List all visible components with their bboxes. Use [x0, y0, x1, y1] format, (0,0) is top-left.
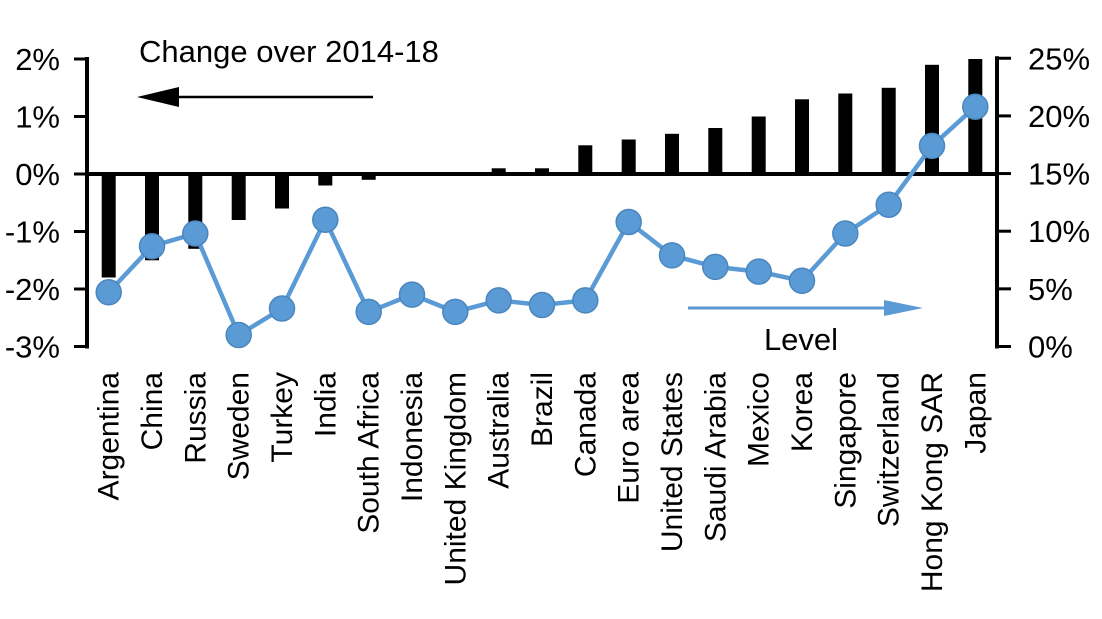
right-axis-tick-label: 5%	[1028, 272, 1073, 307]
level-marker-18	[875, 191, 902, 218]
category-label-14: Saudi Arabia	[699, 372, 732, 542]
level-arrow-head-icon	[884, 300, 923, 316]
category-label-7: Indonesia	[396, 372, 429, 502]
level-marker-17	[832, 220, 859, 247]
bar-18	[881, 87, 896, 175]
bar-3	[231, 174, 246, 220]
bar-13	[665, 133, 679, 175]
left-axis-tick-label: -3%	[5, 330, 60, 365]
level-marker-6	[355, 298, 382, 326]
level-marker-16	[788, 267, 816, 295]
bar-series-annotation: Change over 2014-18	[139, 34, 439, 69]
category-label-4: Turkey	[266, 372, 299, 463]
level-marker-12	[615, 208, 642, 236]
level-marker-5	[312, 206, 339, 233]
category-label-8: United Kingdom	[439, 372, 472, 585]
level-marker-0	[95, 279, 122, 306]
level-marker-1	[138, 232, 166, 260]
level-marker-13	[658, 242, 686, 269]
category-label-0: Argentina	[93, 372, 126, 501]
right-axis-tick-label: 15%	[1028, 157, 1090, 192]
bar-11	[578, 145, 593, 175]
right-axis-tick-label: 0%	[1028, 330, 1073, 365]
level-marker-14	[702, 253, 729, 281]
level-marker-9	[485, 287, 512, 314]
left-axis-tick-label: -1%	[5, 215, 60, 250]
bar-6	[361, 174, 376, 180]
category-label-11: Canada	[569, 372, 602, 477]
category-label-5: India	[309, 372, 342, 437]
bar-12	[621, 139, 636, 174]
bar-4	[275, 174, 289, 209]
category-label-1: China	[136, 372, 169, 451]
category-label-6: South Africa	[353, 372, 386, 534]
bar-5	[318, 174, 333, 186]
category-label-9: Australia	[483, 372, 516, 489]
category-label-15: Mexico	[743, 372, 776, 467]
level-marker-19	[918, 132, 946, 160]
bar-9	[491, 168, 506, 175]
bar-17	[838, 93, 853, 174]
left-axis-tick-label: -2%	[5, 272, 60, 307]
level-marker-20	[962, 93, 989, 120]
bar-14	[708, 128, 723, 174]
bar-0	[101, 174, 116, 278]
category-label-10: Brazil	[526, 372, 559, 447]
category-label-17: Singapore	[829, 372, 862, 509]
bar-10	[535, 168, 549, 175]
bar-arrow-head-icon	[137, 87, 179, 107]
level-marker-15	[745, 258, 772, 285]
category-label-20: Japan	[959, 372, 992, 454]
category-label-3: Sweden	[223, 372, 256, 480]
category-label-19: Hong Kong SAR	[916, 372, 949, 592]
level-marker-4	[268, 295, 296, 322]
right-axis-tick-label: 10%	[1028, 214, 1090, 249]
level-marker-8	[442, 298, 469, 326]
category-label-2: Russia	[179, 372, 212, 464]
category-label-12: Euro area	[613, 372, 646, 504]
right-axis-tick-label: 25%	[1028, 41, 1090, 76]
left-axis-tick-label: 2%	[15, 42, 60, 77]
category-label-13: United States	[656, 372, 689, 552]
level-marker-11	[572, 287, 599, 314]
bar-16	[795, 99, 809, 175]
right-axis-tick-label: 20%	[1028, 99, 1090, 134]
level-marker-7	[398, 281, 426, 308]
level-marker-10	[528, 291, 556, 319]
left-axis-tick-label: 0%	[15, 157, 60, 192]
bar-15	[751, 116, 766, 174]
level-marker-2	[182, 220, 209, 247]
left-axis-tick-label: 1%	[15, 100, 60, 135]
level-marker-3	[225, 321, 252, 349]
line-series-annotation: Level	[763, 322, 839, 357]
category-label-16: Korea	[786, 372, 819, 452]
category-label-18: Switzerland	[873, 372, 906, 527]
